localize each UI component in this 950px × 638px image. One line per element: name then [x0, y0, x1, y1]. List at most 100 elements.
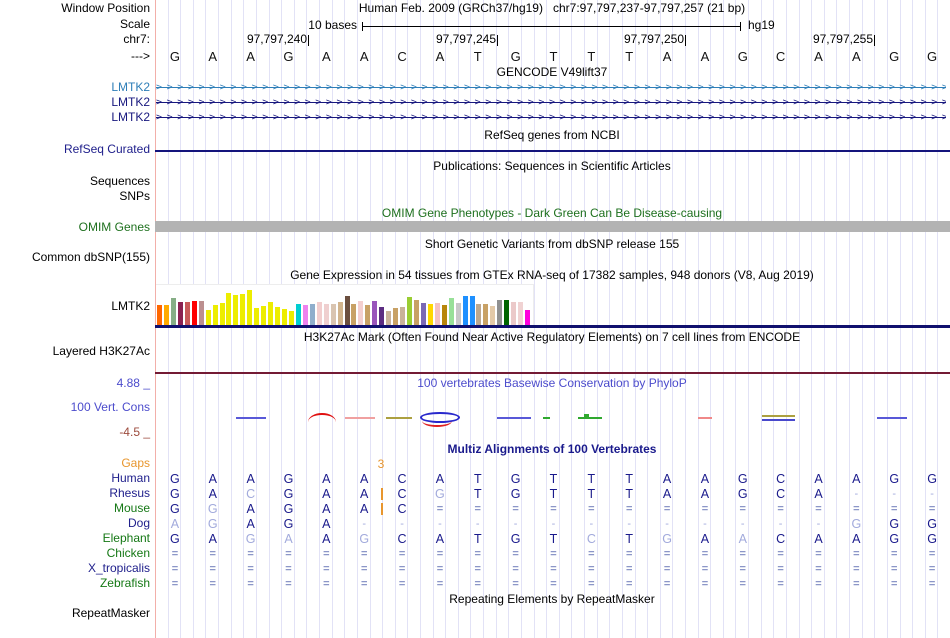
- omim-gene-bar[interactable]: [155, 221, 950, 232]
- multiz-gaps-label[interactable]: Gaps: [121, 456, 150, 470]
- omim-genes-label[interactable]: OMIM Genes: [78, 220, 150, 234]
- gtex-tissue-bar: [254, 308, 260, 326]
- alignment-cell: G: [927, 532, 937, 546]
- gtex-tissue-bar: [476, 304, 482, 326]
- gtex-tissue-bar: [191, 301, 197, 326]
- species-label-rhesus[interactable]: Rhesus: [109, 486, 150, 500]
- repeatmasker-track-title: Repeating Elements by RepeatMasker: [449, 592, 655, 606]
- species-label-human[interactable]: Human: [111, 471, 150, 485]
- gtex-tissue-bar: [323, 304, 329, 326]
- alignment-cell: A: [246, 517, 255, 531]
- gridline: [672, 0, 674, 638]
- phylop-segment: [345, 417, 375, 419]
- alignment-cell: C: [397, 472, 407, 486]
- alignment-cell: A: [814, 472, 823, 486]
- alignment-cell: T: [549, 472, 558, 486]
- phylop-track-title: 100 vertebrates Basewise Conservation by…: [417, 376, 687, 390]
- refseq-curated-label[interactable]: RefSeq Curated: [63, 142, 150, 156]
- alignment-cell: =: [625, 548, 633, 560]
- species-label-mouse[interactable]: Mouse: [113, 501, 150, 515]
- alignment-cell: -: [475, 518, 480, 530]
- scale-text: 10 bases: [308, 18, 357, 32]
- gene-strand-arrows[interactable]: >>>>>>>>>>>>>>>>>>>>>>>>>>>>>>>>>>>>>>>>…: [156, 82, 946, 93]
- gene-strand-line[interactable]: [156, 87, 946, 88]
- alignment-cell: T: [473, 532, 482, 546]
- alignment-cell: -: [589, 518, 594, 530]
- alignment-cell: C: [776, 532, 786, 546]
- alignment-cell: =: [474, 548, 481, 560]
- gtex-tissue-bar: [261, 306, 267, 326]
- gtex-tissue-bar: [219, 303, 225, 326]
- alignment-row-zebrafish[interactable]: = = = = = = = = = = = = = = = = = = = = =: [156, 577, 948, 591]
- gene-strand-arrows[interactable]: >>>>>>>>>>>>>>>>>>>>>>>>>>>>>>>>>>>>>>>>…: [156, 112, 946, 123]
- alignment-cell: =: [777, 548, 784, 560]
- alignment-cell: A: [322, 517, 331, 531]
- alignment-cell: =: [323, 563, 330, 575]
- gene-strand-line[interactable]: [156, 102, 946, 103]
- alignment-cell: G: [245, 532, 256, 546]
- alignment-row-mouse[interactable]: G G A G A A C = = = = = = = = = = = = = =: [156, 502, 948, 516]
- alignment-cell: =: [285, 563, 292, 575]
- alignment-cell: =: [247, 578, 254, 590]
- gtex-barchart[interactable]: [156, 284, 534, 327]
- alignment-cell: =: [890, 503, 898, 515]
- dbsnp-track-title: Short Genetic Variants from dbSNP releas…: [424, 237, 680, 251]
- repeatmasker-label[interactable]: RepeatMasker: [71, 606, 150, 620]
- species-label-elephant[interactable]: Elephant: [102, 531, 150, 545]
- gtex-baseline: [155, 325, 950, 328]
- alignment-cell: =: [588, 503, 595, 515]
- alignment-row-chicken[interactable]: = = = = = = = = = = = = = = = = = = = = =: [156, 547, 948, 561]
- strand-arrow-label: --->: [131, 49, 150, 63]
- phylop-label[interactable]: 100 Vert. Cons: [70, 400, 150, 414]
- gap-insert-tick: [381, 503, 383, 515]
- gridline: [596, 0, 598, 638]
- phylop-segment: [543, 417, 550, 419]
- gtex-tissue-bar: [163, 305, 169, 326]
- snps-label[interactable]: SNPs: [119, 189, 150, 203]
- dbsnp-label[interactable]: Common dbSNP(155): [31, 250, 150, 264]
- position-range: chr7:97,797,237-97,797,257 (21 bp): [552, 1, 746, 15]
- alignment-cell: G: [889, 517, 900, 531]
- alignment-cell: G: [889, 532, 900, 546]
- phylop-segment: [308, 413, 336, 422]
- alignment-cell: =: [550, 563, 557, 575]
- alignment-cell: G: [207, 517, 218, 531]
- alignment-cell: =: [474, 578, 481, 590]
- species-label-x_tropicalis[interactable]: X_tropicalis: [87, 561, 150, 575]
- alignment-cell: =: [890, 548, 898, 560]
- species-label-dog[interactable]: Dog: [127, 516, 150, 530]
- scale-label: Scale: [119, 17, 150, 31]
- gene-strand-line[interactable]: [156, 117, 946, 118]
- alignment-cell: =: [209, 563, 216, 575]
- alignment-cell: A: [435, 472, 445, 486]
- gtex-tissue-bar: [358, 301, 364, 326]
- gene-strand-arrows[interactable]: >>>>>>>>>>>>>>>>>>>>>>>>>>>>>>>>>>>>>>>>…: [156, 97, 946, 108]
- scale-bar-left-tick: [362, 22, 363, 31]
- gene-label[interactable]: LMTK2: [111, 80, 150, 94]
- h3k27ac-label[interactable]: Layered H3K27Ac: [52, 344, 150, 358]
- gtex-tissue-bar: [337, 302, 343, 326]
- alignment-cell: =: [436, 563, 444, 575]
- gtex-tissue-bar: [212, 305, 218, 326]
- gene-label[interactable]: LMTK2: [111, 110, 150, 124]
- alignment-row-x_tropicalis[interactable]: = = = = = = = = = = = = = = = = = = = = =: [156, 562, 948, 576]
- refseq-gene-bar[interactable]: [155, 150, 950, 152]
- alignment-cell: G: [927, 472, 937, 486]
- alignment-cell: =: [247, 563, 254, 575]
- gtex-gene-label[interactable]: LMTK2: [111, 299, 150, 313]
- gap-insert-tick: [381, 488, 383, 500]
- species-label-chicken[interactable]: Chicken: [106, 546, 150, 560]
- base-letter: A: [814, 49, 823, 64]
- sequences-label[interactable]: Sequences: [89, 174, 150, 188]
- gene-label[interactable]: LMTK2: [111, 95, 150, 109]
- species-label-zebrafish[interactable]: Zebrafish: [99, 576, 150, 590]
- alignment-cell: =: [474, 563, 481, 575]
- phylop-max-label: 4.88 _: [116, 376, 150, 390]
- alignment-cell: G: [435, 487, 445, 501]
- left-boundary-guideline: [155, 0, 156, 638]
